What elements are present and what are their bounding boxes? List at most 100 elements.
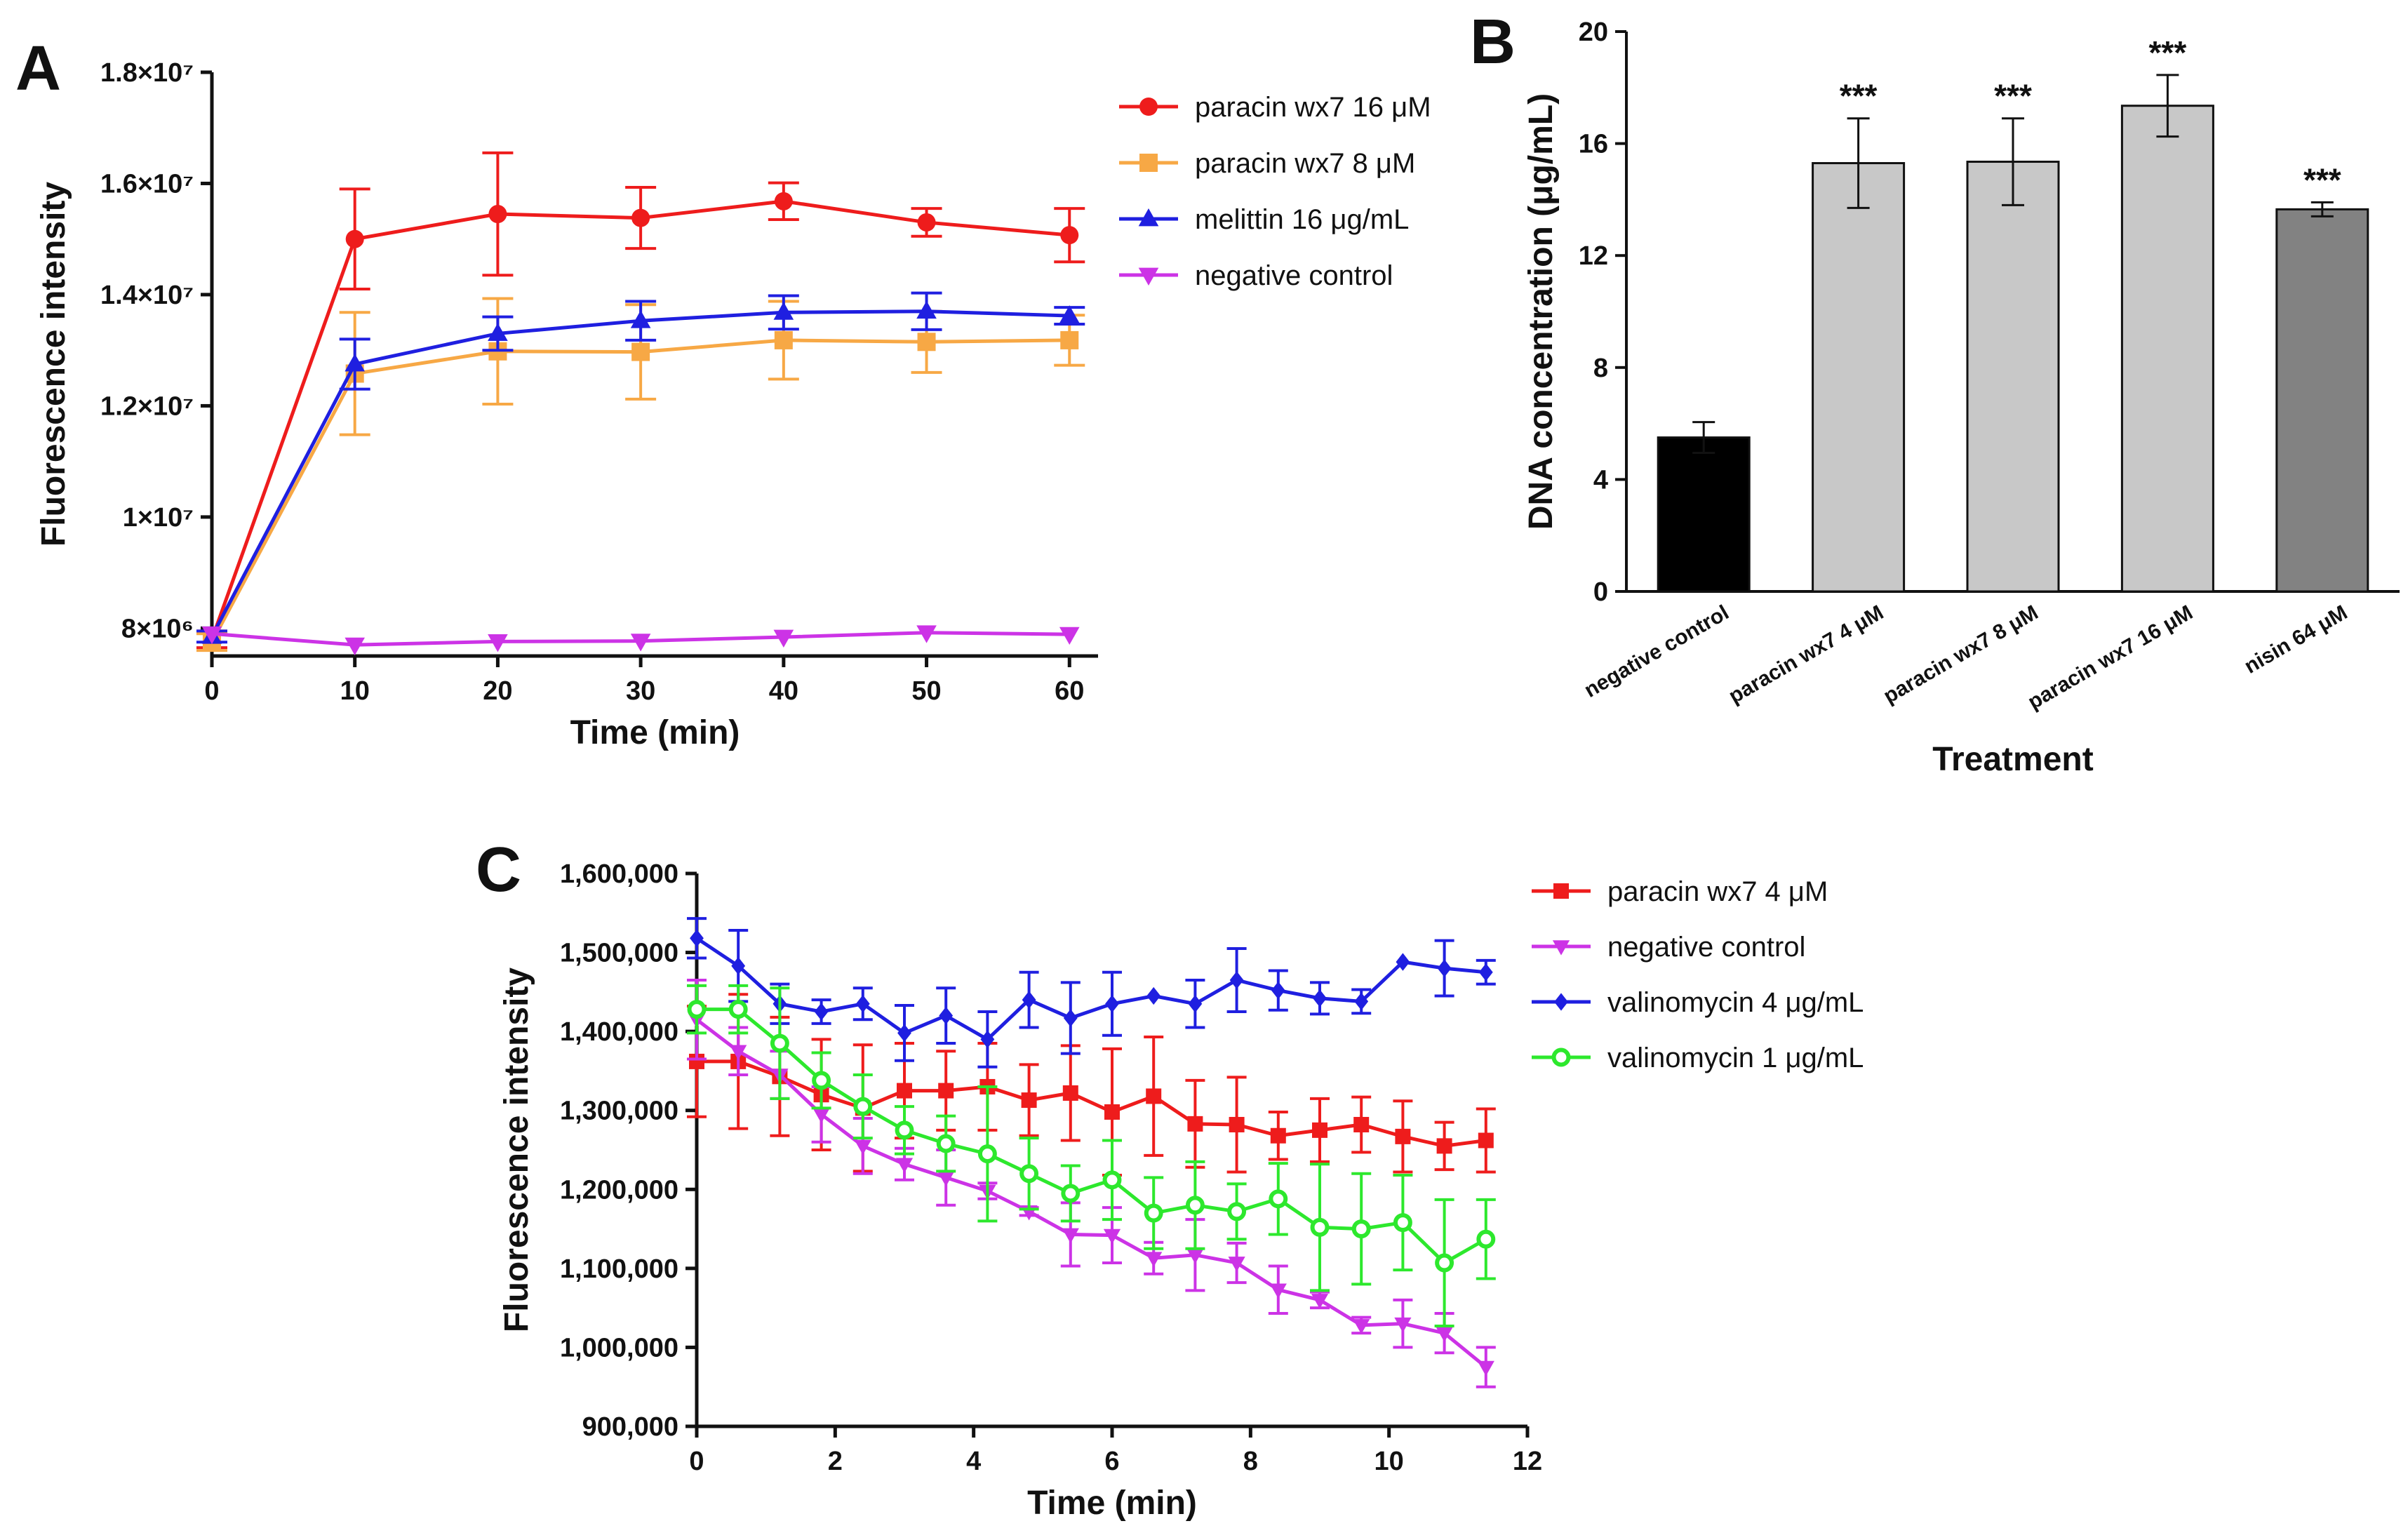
data-point (916, 300, 937, 319)
data-point (1146, 986, 1161, 1005)
y-tick-label: 0 (1593, 577, 1608, 607)
data-point (1103, 1228, 1121, 1245)
data-point (1063, 1009, 1078, 1027)
legend-label: paracin wx7 8 μM (1195, 148, 1415, 179)
data-point (1146, 1088, 1162, 1104)
data-point (631, 208, 650, 227)
data-point (630, 310, 651, 328)
data-point (897, 1083, 912, 1099)
data-point (773, 302, 794, 320)
bar-nisin-64-m (2275, 208, 2369, 593)
y-axis-title: Fluorescence intensity (498, 967, 535, 1332)
y-tick-label: 1,400,000 (560, 1017, 678, 1047)
x-tick-label: 20 (483, 676, 512, 706)
legend-label: paracin wx7 4 μM (1607, 876, 1828, 907)
data-point (1060, 226, 1079, 245)
data-point (1271, 981, 1285, 1000)
x-axis-title: Treatment (1932, 741, 2093, 778)
data-point (917, 213, 936, 232)
data-point (1227, 1202, 1247, 1221)
x-tick-label: 50 (911, 676, 941, 706)
y-tick-label: 1,500,000 (560, 939, 678, 968)
data-point (1310, 1217, 1330, 1237)
x-tick-label: 10 (1374, 1447, 1404, 1476)
data-point (1186, 1248, 1204, 1264)
data-point (937, 1171, 955, 1187)
legend-label: paracin wx7 16 μM (1195, 92, 1431, 123)
x-tick-label: 2 (828, 1447, 843, 1476)
x-tick-label: 8 (1243, 1447, 1258, 1476)
data-point (1478, 1132, 1494, 1149)
data-point (897, 1024, 911, 1043)
data-point (1353, 1116, 1370, 1132)
data-point (731, 957, 746, 975)
data-point (1059, 627, 1080, 645)
data-point (812, 1108, 830, 1123)
y-axis-title: Fluorescence intensity (35, 182, 72, 547)
data-point (812, 1071, 831, 1090)
data-point (1144, 1203, 1163, 1223)
data-point (1228, 1257, 1245, 1272)
legend-marker (1138, 208, 1159, 227)
y-tick-label: 1,100,000 (560, 1254, 678, 1284)
significance-stars: *** (1840, 78, 1878, 114)
data-point (938, 1083, 954, 1099)
data-point (1188, 995, 1203, 1013)
y-tick-label: 1,200,000 (560, 1175, 678, 1205)
data-point (1022, 991, 1036, 1009)
y-tick-label: 4 (1593, 465, 1608, 495)
legend-marker (1139, 98, 1158, 116)
data-point (917, 333, 936, 351)
legend-label: valinomycin 4 μg/mL (1607, 987, 1864, 1018)
data-point (689, 1053, 704, 1069)
y-axis-title: DNA concentration (μg/mL) (1523, 93, 1560, 530)
data-point (1393, 1213, 1412, 1233)
data-point (774, 192, 793, 210)
x-tick-label: 30 (626, 676, 655, 706)
data-point (488, 323, 508, 341)
legend-marker (1553, 883, 1569, 899)
series-melittin-16-g-ml: melittin 16 μg/mL (196, 204, 1409, 644)
data-point (773, 629, 794, 648)
data-point (690, 929, 704, 947)
legend-marker (1139, 154, 1158, 172)
data-point (345, 637, 366, 656)
x-tick-label: 4 (966, 1447, 981, 1476)
data-point (1104, 1104, 1120, 1120)
data-point (1476, 1229, 1496, 1249)
legend-label: negative control (1195, 260, 1393, 291)
data-point (1477, 1360, 1494, 1377)
data-point (774, 330, 793, 349)
data-point (201, 626, 222, 645)
data-point (854, 1139, 871, 1156)
x-tick-label: 6 (1104, 1447, 1119, 1476)
data-point (853, 1097, 873, 1116)
data-point (1021, 1092, 1037, 1109)
y-tick-label: 1.4×10⁷ (100, 281, 194, 310)
legend-marker (1552, 940, 1570, 956)
y-tick-label: 1.8×10⁷ (100, 58, 194, 88)
y-tick-label: 1,000,000 (560, 1333, 678, 1362)
data-point (1311, 1294, 1329, 1309)
data-point (730, 1045, 747, 1060)
series-negative-control: negative control (201, 260, 1393, 656)
y-tick-label: 8×10⁶ (121, 614, 194, 643)
data-point (936, 1134, 956, 1153)
x-axis-title: Time (min) (570, 714, 740, 751)
data-point (1061, 1184, 1081, 1203)
data-point (977, 1144, 997, 1164)
data-point (980, 1030, 995, 1049)
legend-label: valinomycin 1 μg/mL (1607, 1043, 1864, 1073)
data-point (1436, 1327, 1453, 1342)
data-point (1269, 1189, 1288, 1209)
x-tick-label: 40 (769, 676, 798, 706)
data-point (1060, 330, 1079, 349)
x-tick-label: 60 (1055, 676, 1084, 706)
data-point (895, 1158, 914, 1173)
panel-b-letter: B (1470, 7, 1516, 77)
x-tick-label: 0 (204, 676, 219, 706)
data-point (1436, 1138, 1452, 1154)
legend-marker (1138, 267, 1159, 286)
y-tick-label: 1.6×10⁷ (100, 169, 194, 199)
y-tick-label: 900,000 (582, 1412, 678, 1442)
